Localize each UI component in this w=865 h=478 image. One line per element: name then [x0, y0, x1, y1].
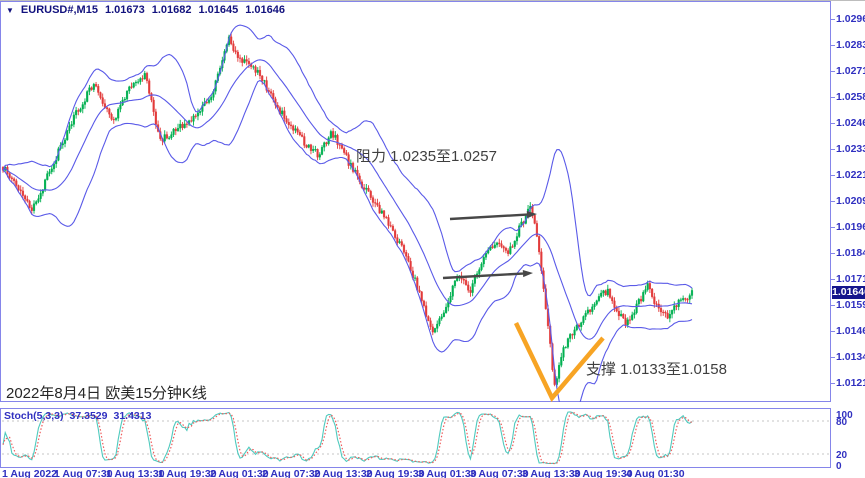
- price-tick-label: 1.02960: [831, 13, 865, 25]
- stoch-canvas[interactable]: [0, 408, 831, 468]
- time-tick-label: 1 Aug 13:30: [106, 468, 165, 478]
- time-axis[interactable]: 1 Aug 2022 1 Aug 07:30 1 Aug 13:30 1 Aug 19…: [0, 468, 865, 478]
- indicator-signal-value: 31.4313: [113, 410, 152, 422]
- indicator-tick-label: 100: [836, 410, 853, 421]
- price-tick-label: 1.01965: [831, 221, 865, 233]
- resistance-annotation: 阻力 1.0235至1.0257: [356, 148, 497, 165]
- bullish-check-mark: [513, 322, 605, 402]
- price-tick-label: 1.02460: [831, 117, 865, 129]
- time-tick-label: 1 Aug 07:30: [54, 468, 113, 478]
- price-axis[interactable]: 1.02960 1.02835 1.02710 1.02585 1.02460 1.023…: [831, 1, 865, 468]
- close-value: 1.01646: [245, 4, 286, 16]
- indicator-axis[interactable]: 100 80 20 0: [831, 408, 865, 472]
- current-price-badge: 1.01646: [832, 286, 865, 300]
- window-splitter[interactable]: [0, 402, 831, 408]
- price-tick-label: 1.02585: [831, 91, 865, 103]
- price-tick-label: 1.02090: [831, 195, 865, 207]
- time-tick-label: 2 Aug 01:30: [210, 468, 269, 478]
- price-tick-label: 1.02835: [831, 39, 865, 51]
- indicator-label: Stoch(5,3,3) 37.3529 31.4313: [4, 410, 151, 422]
- time-tick-label: 1 Aug 2022: [2, 468, 58, 478]
- open-value: 1.01673: [104, 4, 145, 16]
- symbol-header: ▼ EURUSD#,M15 1.01673 1.01682 1.01645 1.…: [6, 4, 285, 16]
- time-tick-label: 3 Aug 07:30: [470, 468, 529, 478]
- price-tick-label: 1.01340: [831, 351, 865, 363]
- support-arrow: [442, 270, 533, 280]
- time-tick-label: 3 Aug 01:30: [418, 468, 477, 478]
- indicator-tick-label: 80: [836, 417, 848, 428]
- low-value: 1.01645: [198, 4, 239, 16]
- price-tick-label: 1.01590: [831, 299, 865, 311]
- stoch-main-line: [2, 411, 693, 465]
- indicator-tick-label: 20: [836, 450, 848, 461]
- high-value: 1.01682: [151, 4, 192, 16]
- price-tick-label: 1.01465: [831, 325, 865, 337]
- price-tick-label: 1.02210: [831, 169, 865, 181]
- main-chart-canvas[interactable]: [0, 1, 831, 402]
- time-tick-label: 1 Aug 19:30: [158, 468, 217, 478]
- time-tick-label: 3 Aug 13:30: [522, 468, 581, 478]
- time-tick-label: 3 Aug 19:30: [574, 468, 633, 478]
- indicator-name: Stoch(5,3,3): [4, 410, 64, 422]
- symbol-label: EURUSD#,M15: [20, 4, 98, 16]
- indicator-tick-label: 0: [836, 461, 842, 472]
- resistance-arrow: [449, 211, 537, 221]
- indicator-main-value: 37.3529: [69, 410, 108, 422]
- date-annotation: 2022年8月4日 欧美15分钟K线: [6, 385, 207, 402]
- price-tick-label: 1.01840: [831, 247, 865, 259]
- time-tick-label: 4 Aug 01:30: [626, 468, 685, 478]
- price-tick-label: 1.01215: [831, 377, 865, 389]
- time-tick-label: 2 Aug 07:30: [262, 468, 321, 478]
- price-tick-label: 1.01715: [831, 273, 865, 285]
- time-tick-label: 2 Aug 19:30: [366, 468, 425, 478]
- symbol-dropdown-icon[interactable]: ▼: [6, 5, 14, 15]
- price-tick-label: 1.02335: [831, 143, 865, 155]
- stoch-signal-line: [2, 411, 693, 465]
- time-tick-label: 2 Aug 13:30: [314, 468, 373, 478]
- price-tick-label: 1.02710: [831, 65, 865, 77]
- support-annotation: 支撑 1.0133至1.0158: [586, 361, 727, 378]
